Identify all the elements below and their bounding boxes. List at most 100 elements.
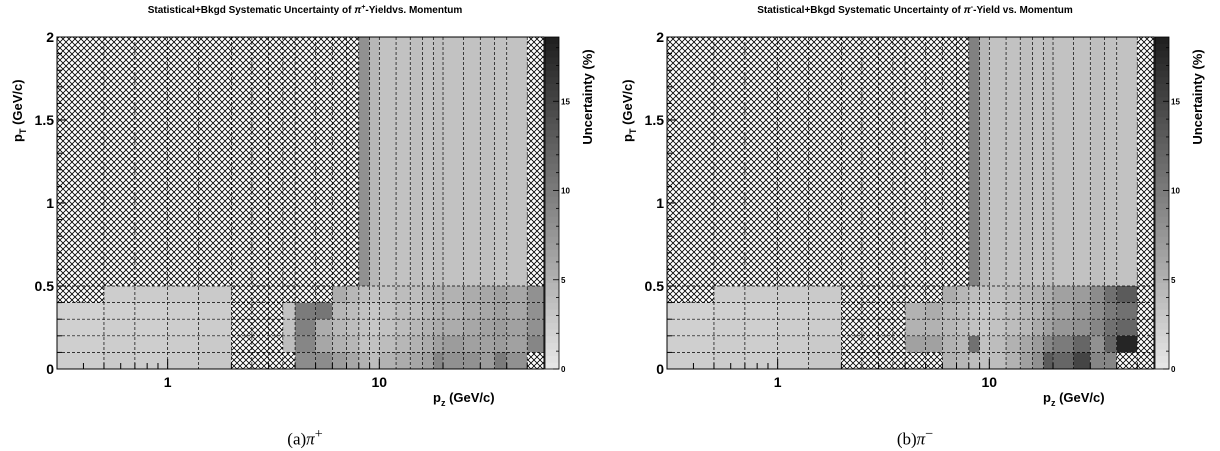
heat-cell xyxy=(905,335,926,353)
colorbar-swatch xyxy=(1155,149,1169,157)
empty-cell xyxy=(282,286,296,303)
empty-cell xyxy=(892,302,906,320)
heat-cell xyxy=(443,302,464,320)
heat-cell xyxy=(527,302,544,320)
caption-b-symbol: π xyxy=(916,429,926,449)
heat-cell xyxy=(134,286,168,303)
empty-cell xyxy=(231,352,252,369)
colorbar-swatch xyxy=(545,242,559,250)
chart-title: Statistical+Bkgd Systematic Uncertainty … xyxy=(757,4,1073,16)
heat-cell xyxy=(295,319,316,336)
colorbar-swatch xyxy=(545,76,559,84)
colorbar-swatch xyxy=(1155,335,1169,343)
empty-cell xyxy=(251,37,269,286)
heat-cell xyxy=(358,37,370,286)
heat-cell xyxy=(443,335,464,353)
colorbar-swatch xyxy=(1155,262,1169,270)
heat-cell xyxy=(968,319,980,336)
heat-cell xyxy=(1104,302,1117,320)
empty-cell xyxy=(667,286,714,303)
heat-cell xyxy=(713,319,745,336)
empty-cell xyxy=(295,37,316,286)
colorbar-swatch xyxy=(1155,276,1169,284)
heat-cell xyxy=(1043,319,1054,336)
x-axis-label-part: p xyxy=(433,390,441,405)
colorbar-swatch xyxy=(1155,103,1169,111)
colorbar-swatch xyxy=(1155,183,1169,191)
heat-cell xyxy=(315,302,333,320)
x-tick-label: 1 xyxy=(774,374,782,390)
empty-cell xyxy=(841,286,862,303)
colorbar-swatch xyxy=(545,295,559,303)
colorbar-swatch xyxy=(545,136,559,144)
heat-cell xyxy=(979,335,990,353)
y-tick-label: 1.5 xyxy=(35,112,55,128)
heat-cell xyxy=(942,286,957,303)
caption-b-charge: − xyxy=(925,426,934,442)
heat-cell xyxy=(942,335,957,353)
heat-cell xyxy=(1032,319,1044,336)
heat-cell xyxy=(282,319,296,336)
heat-cell xyxy=(369,352,380,369)
empty-cell xyxy=(841,335,862,353)
empty-cell xyxy=(268,352,283,369)
heat-cell xyxy=(433,352,444,369)
heat-cell xyxy=(1090,286,1105,303)
empty-cell xyxy=(134,37,168,286)
heat-cell xyxy=(1104,286,1117,303)
heat-cell xyxy=(1006,286,1021,303)
heat-cell xyxy=(410,319,423,336)
colorbar-swatch xyxy=(545,129,559,137)
empty-cell xyxy=(744,37,778,286)
colorbar-swatch xyxy=(545,362,559,370)
heat-cell xyxy=(667,319,714,336)
heat-cell xyxy=(925,319,943,336)
empty-cell xyxy=(841,302,862,320)
empty-cell xyxy=(1116,352,1138,369)
colorbar-swatch xyxy=(1155,329,1169,337)
colorbar-swatch xyxy=(1155,163,1169,171)
colorbar-swatch xyxy=(1155,50,1169,58)
heat-cell xyxy=(1032,286,1044,303)
heat-cell xyxy=(1053,37,1074,286)
heat-cell xyxy=(494,286,507,303)
empty-cell xyxy=(198,37,232,286)
colorbar-swatch xyxy=(545,203,559,211)
heat-cell xyxy=(667,302,714,320)
heat-cell xyxy=(282,302,296,320)
heat-cell xyxy=(167,335,199,353)
heat-cell xyxy=(777,286,809,303)
empty-cell xyxy=(527,352,544,369)
chart-title-part: π xyxy=(964,5,972,16)
chart-title-part: + xyxy=(361,4,365,11)
heat-cell xyxy=(167,352,199,369)
heat-cell xyxy=(379,302,397,320)
empty-cell xyxy=(841,37,862,286)
y-tick-label: 0.5 xyxy=(645,278,665,294)
empty-cell xyxy=(1137,37,1154,286)
heat-cell xyxy=(956,286,969,303)
colorbar-tick-label: 5 xyxy=(561,276,566,285)
heat-cell xyxy=(1032,335,1044,353)
empty-cell xyxy=(251,352,269,369)
empty-cell xyxy=(777,37,809,286)
heat-cell xyxy=(422,319,434,336)
heat-cell xyxy=(433,37,444,286)
colorbar-swatch xyxy=(545,342,559,350)
chart-title: Statistical+Bkgd Systematic Uncertainty … xyxy=(148,4,463,16)
heat-cell xyxy=(527,286,544,303)
heat-cell xyxy=(989,37,1007,286)
colorbar-swatch xyxy=(1155,242,1169,250)
empty-cell xyxy=(1137,302,1154,320)
heat-cell xyxy=(1032,302,1044,320)
colorbar-swatch xyxy=(545,90,559,98)
heat-cell xyxy=(1116,302,1138,320)
heat-cell xyxy=(1020,302,1033,320)
heat-cell xyxy=(396,335,411,353)
heat-cell xyxy=(494,352,507,369)
heat-cell xyxy=(956,352,969,369)
heat-cell xyxy=(198,286,232,303)
heat-cell xyxy=(1104,319,1117,336)
heat-cell xyxy=(1043,335,1054,353)
heat-cell xyxy=(1006,335,1021,353)
